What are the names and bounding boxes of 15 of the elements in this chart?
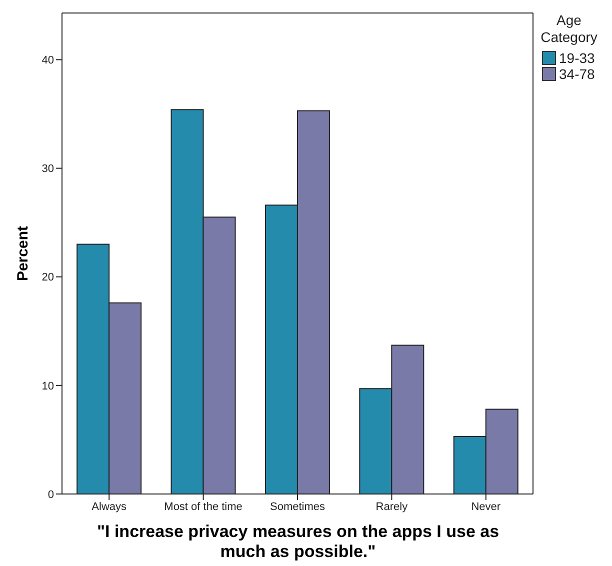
legend-label: 34-78 <box>559 66 595 82</box>
y-tick-label: 30 <box>42 163 54 176</box>
y-tick-label: 20 <box>42 272 54 284</box>
x-tick-label: Always <box>92 500 128 513</box>
x-tick-label: Most of the time <box>164 500 242 513</box>
y-tick-label: 0 <box>48 488 54 501</box>
legend-label: 19-33 <box>559 50 595 66</box>
x-tick-label: Sometimes <box>270 500 326 513</box>
x-tick-label: Rarely <box>376 500 408 513</box>
x-tick-label: Never <box>471 500 501 513</box>
y-tick-label: 40 <box>42 54 54 67</box>
legend-title: Age Category <box>540 12 598 46</box>
y-tick-label: 10 <box>42 380 54 392</box>
x-axis-title: "I increase privacy measures on the apps I use as much as possible." <box>96 522 500 562</box>
y-axis-title: Percent <box>14 226 32 282</box>
